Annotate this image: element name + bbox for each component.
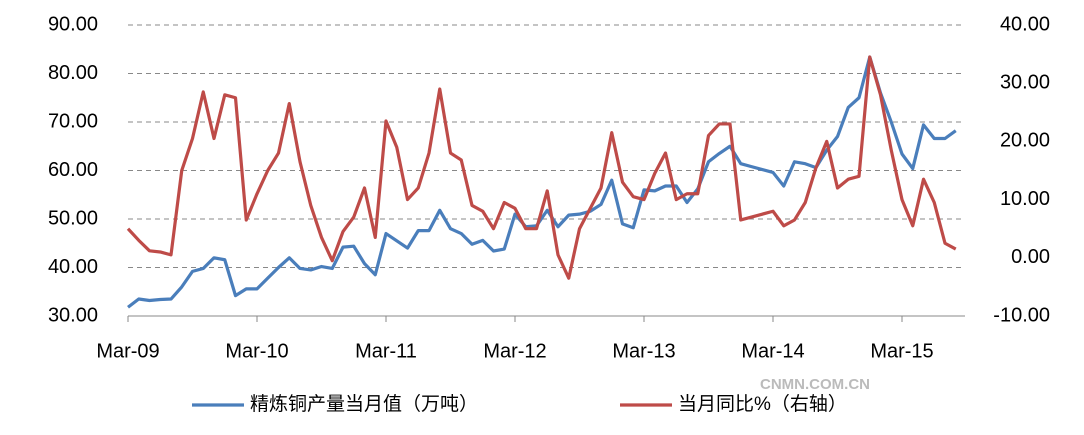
series-line bbox=[127, 55, 957, 309]
y-tick-label: 60.00 bbox=[48, 159, 98, 181]
y-tick-label: 50.00 bbox=[48, 207, 98, 229]
x-tick-label: Mar-13 bbox=[612, 340, 675, 362]
x-tick-label: Mar-09 bbox=[96, 340, 159, 362]
y-tick-label: 90.00 bbox=[48, 13, 98, 35]
y2-tick-label: 0.00 bbox=[1011, 246, 1050, 268]
x-tick-label: Mar-10 bbox=[225, 340, 288, 362]
y-tick-label: 80.00 bbox=[48, 62, 98, 84]
legend-label: 精炼铜产量当月值（万吨） bbox=[250, 393, 478, 415]
series-line bbox=[126, 55, 957, 280]
x-tick-label: Mar-14 bbox=[741, 340, 804, 362]
x-tick-label: Mar-15 bbox=[870, 340, 933, 362]
y2-tick-label: 20.00 bbox=[1000, 130, 1050, 152]
watermark: CNMN.COM.CN bbox=[760, 376, 870, 393]
y-tick-label: 40.00 bbox=[48, 256, 98, 278]
y2-tick-label: 10.00 bbox=[1000, 188, 1050, 210]
y2-tick-label: 40.00 bbox=[1000, 13, 1050, 35]
y-tick-label: 30.00 bbox=[48, 304, 98, 326]
x-tick-label: Mar-12 bbox=[483, 340, 546, 362]
y2-tick-label: -10.00 bbox=[993, 304, 1050, 326]
legend-label: 当月同比%（右轴） bbox=[678, 393, 847, 415]
y2-tick-label: 30.00 bbox=[1000, 71, 1050, 93]
x-tick-label: Mar-11 bbox=[355, 340, 417, 362]
y-tick-label: 70.00 bbox=[48, 110, 98, 132]
